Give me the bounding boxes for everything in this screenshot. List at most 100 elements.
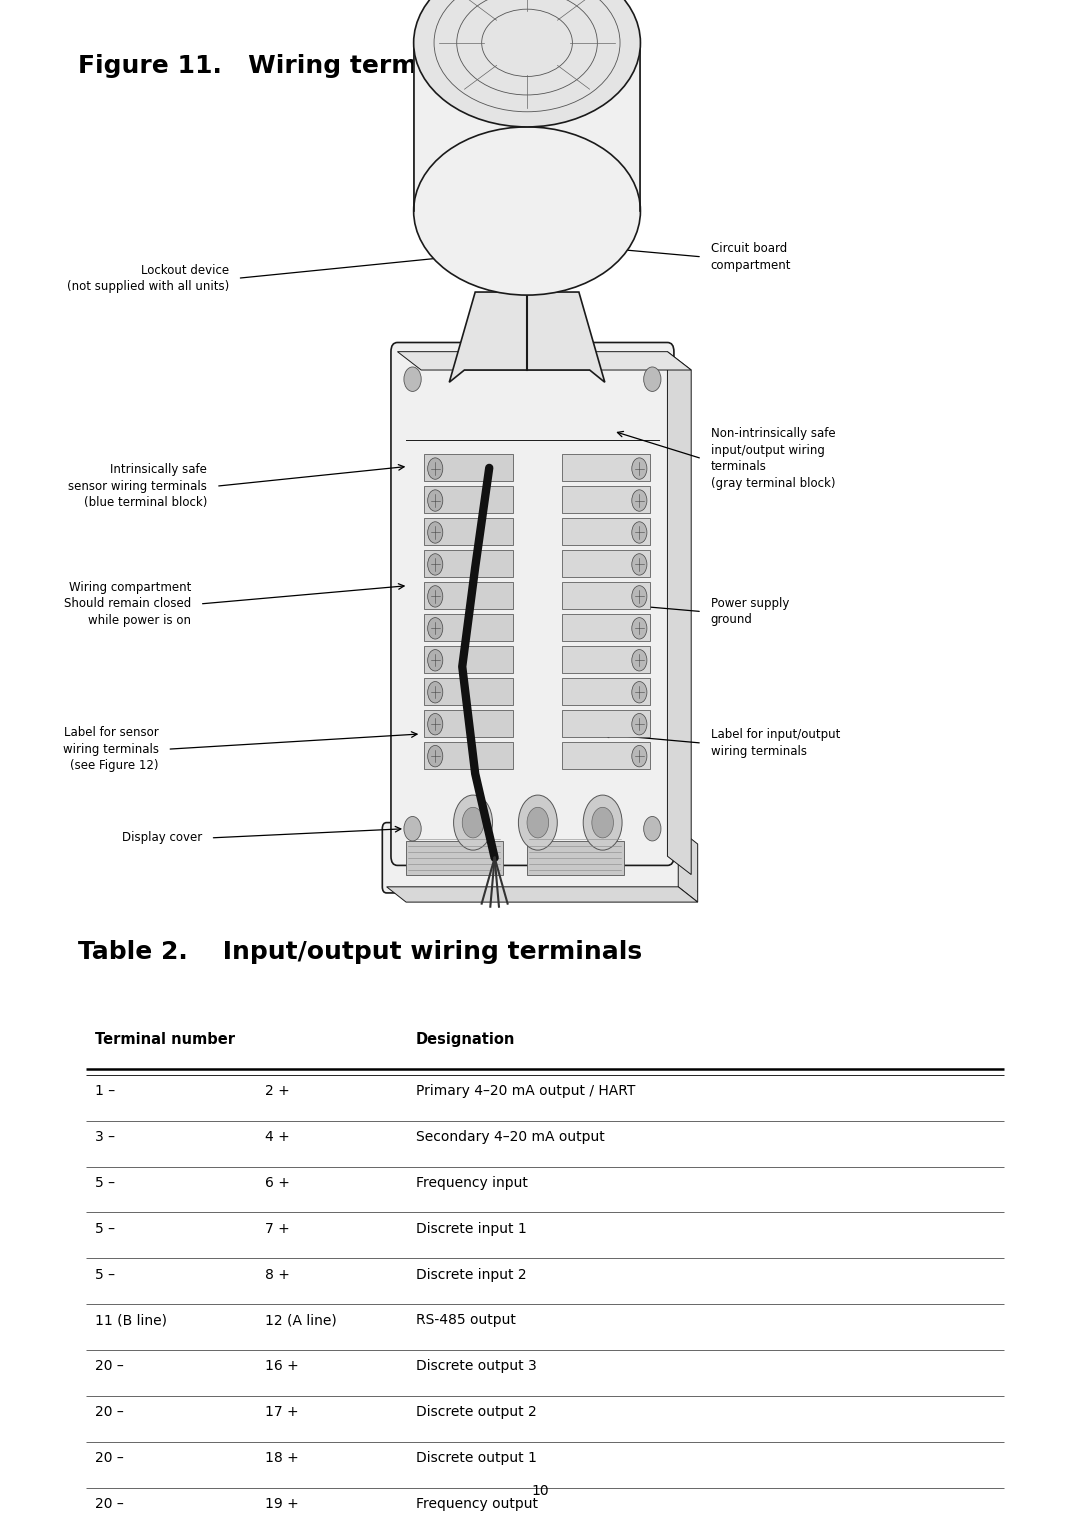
Text: 16 +: 16 + — [265, 1359, 298, 1373]
Circle shape — [404, 367, 421, 391]
Polygon shape — [449, 292, 605, 382]
Circle shape — [632, 746, 647, 768]
Text: RS-485 output: RS-485 output — [416, 1313, 515, 1327]
Bar — [424, 583, 513, 610]
Bar — [562, 742, 650, 769]
Circle shape — [428, 521, 443, 543]
Circle shape — [428, 489, 443, 511]
Text: Frequency input: Frequency input — [416, 1176, 528, 1190]
Polygon shape — [397, 352, 691, 370]
Text: 6 +: 6 + — [265, 1176, 289, 1190]
Bar — [424, 742, 513, 769]
Circle shape — [518, 795, 557, 850]
Ellipse shape — [414, 127, 640, 295]
Text: 11 (B line): 11 (B line) — [95, 1313, 167, 1327]
Bar — [406, 841, 503, 875]
Text: Discrete output 1: Discrete output 1 — [416, 1451, 537, 1465]
Text: Intrinsically safe
sensor wiring terminals
(blue terminal block): Intrinsically safe sensor wiring termina… — [68, 463, 207, 509]
Circle shape — [644, 816, 661, 841]
Bar — [562, 518, 650, 546]
Circle shape — [632, 650, 647, 671]
Circle shape — [428, 586, 443, 607]
Text: Discrete output 2: Discrete output 2 — [416, 1405, 537, 1419]
Polygon shape — [387, 887, 698, 902]
Text: 7 +: 7 + — [265, 1222, 289, 1235]
Circle shape — [583, 795, 622, 850]
Circle shape — [632, 489, 647, 511]
Circle shape — [404, 816, 421, 841]
Text: Circuit board
compartment: Circuit board compartment — [711, 242, 792, 272]
Circle shape — [428, 682, 443, 703]
Bar — [424, 550, 513, 578]
Text: 2 +: 2 + — [265, 1084, 289, 1098]
Bar — [424, 645, 513, 673]
Text: 19 +: 19 + — [265, 1497, 298, 1511]
Text: Lockout device
(not supplied with all units): Lockout device (not supplied with all un… — [67, 263, 229, 294]
Circle shape — [428, 714, 443, 735]
Circle shape — [592, 807, 613, 838]
Circle shape — [527, 807, 549, 838]
Circle shape — [632, 521, 647, 543]
Text: 12 (A line): 12 (A line) — [265, 1313, 336, 1327]
Text: Display cover: Display cover — [122, 832, 202, 844]
Text: 17 +: 17 + — [265, 1405, 298, 1419]
Bar — [562, 454, 650, 482]
Circle shape — [428, 746, 443, 768]
Circle shape — [462, 807, 484, 838]
Circle shape — [428, 457, 443, 479]
Bar — [424, 486, 513, 514]
Bar — [424, 615, 513, 641]
Text: Terminal number: Terminal number — [95, 1032, 235, 1047]
Text: Secondary 4–20 mA output: Secondary 4–20 mA output — [416, 1130, 605, 1144]
FancyBboxPatch shape — [382, 823, 683, 893]
Bar — [527, 841, 624, 875]
Text: Non-intrinsically safe
input/output wiring
terminals
(gray terminal block): Non-intrinsically safe input/output wiri… — [711, 428, 835, 489]
Bar — [424, 518, 513, 546]
Circle shape — [632, 618, 647, 639]
Text: 20 –: 20 – — [95, 1405, 124, 1419]
Circle shape — [632, 553, 647, 575]
Text: Figure 11.   Wiring terminals: Figure 11. Wiring terminals — [78, 54, 484, 78]
Text: Table 2.    Input/output wiring terminals: Table 2. Input/output wiring terminals — [78, 940, 642, 965]
Circle shape — [428, 618, 443, 639]
Circle shape — [632, 457, 647, 479]
Text: 20 –: 20 – — [95, 1359, 124, 1373]
Text: 1 –: 1 – — [95, 1084, 116, 1098]
Circle shape — [454, 795, 492, 850]
Bar — [562, 645, 650, 673]
Text: 18 +: 18 + — [265, 1451, 298, 1465]
Circle shape — [644, 367, 661, 391]
Text: 20 –: 20 – — [95, 1497, 124, 1511]
Text: Primary 4–20 mA output / HART: Primary 4–20 mA output / HART — [416, 1084, 635, 1098]
Bar — [562, 486, 650, 514]
Text: Label for sensor
wiring terminals
(see Figure 12): Label for sensor wiring terminals (see F… — [63, 726, 159, 772]
Bar — [424, 709, 513, 737]
Text: Discrete output 3: Discrete output 3 — [416, 1359, 537, 1373]
Bar — [424, 454, 513, 482]
Text: Wiring compartment
Should remain closed
while power is on: Wiring compartment Should remain closed … — [64, 581, 191, 627]
Bar — [562, 550, 650, 578]
Text: 3 –: 3 – — [95, 1130, 116, 1144]
Text: 5 –: 5 – — [95, 1222, 116, 1235]
Bar — [562, 583, 650, 610]
Text: 5 –: 5 – — [95, 1176, 116, 1190]
Text: Discrete input 2: Discrete input 2 — [416, 1268, 526, 1281]
Text: Frequency output: Frequency output — [416, 1497, 538, 1511]
Ellipse shape — [414, 0, 640, 127]
Text: Label for input/output
wiring terminals: Label for input/output wiring terminals — [711, 728, 840, 758]
Polygon shape — [667, 352, 691, 875]
Bar — [424, 677, 513, 705]
Text: Discrete input 1: Discrete input 1 — [416, 1222, 527, 1235]
Circle shape — [632, 586, 647, 607]
Circle shape — [632, 682, 647, 703]
Text: Designation: Designation — [416, 1032, 515, 1047]
Polygon shape — [678, 829, 698, 902]
FancyBboxPatch shape — [391, 342, 674, 865]
Bar — [562, 709, 650, 737]
Text: 8 +: 8 + — [265, 1268, 289, 1281]
Circle shape — [428, 650, 443, 671]
Polygon shape — [414, 0, 640, 295]
Bar — [562, 615, 650, 641]
Circle shape — [428, 553, 443, 575]
Text: 20 –: 20 – — [95, 1451, 124, 1465]
